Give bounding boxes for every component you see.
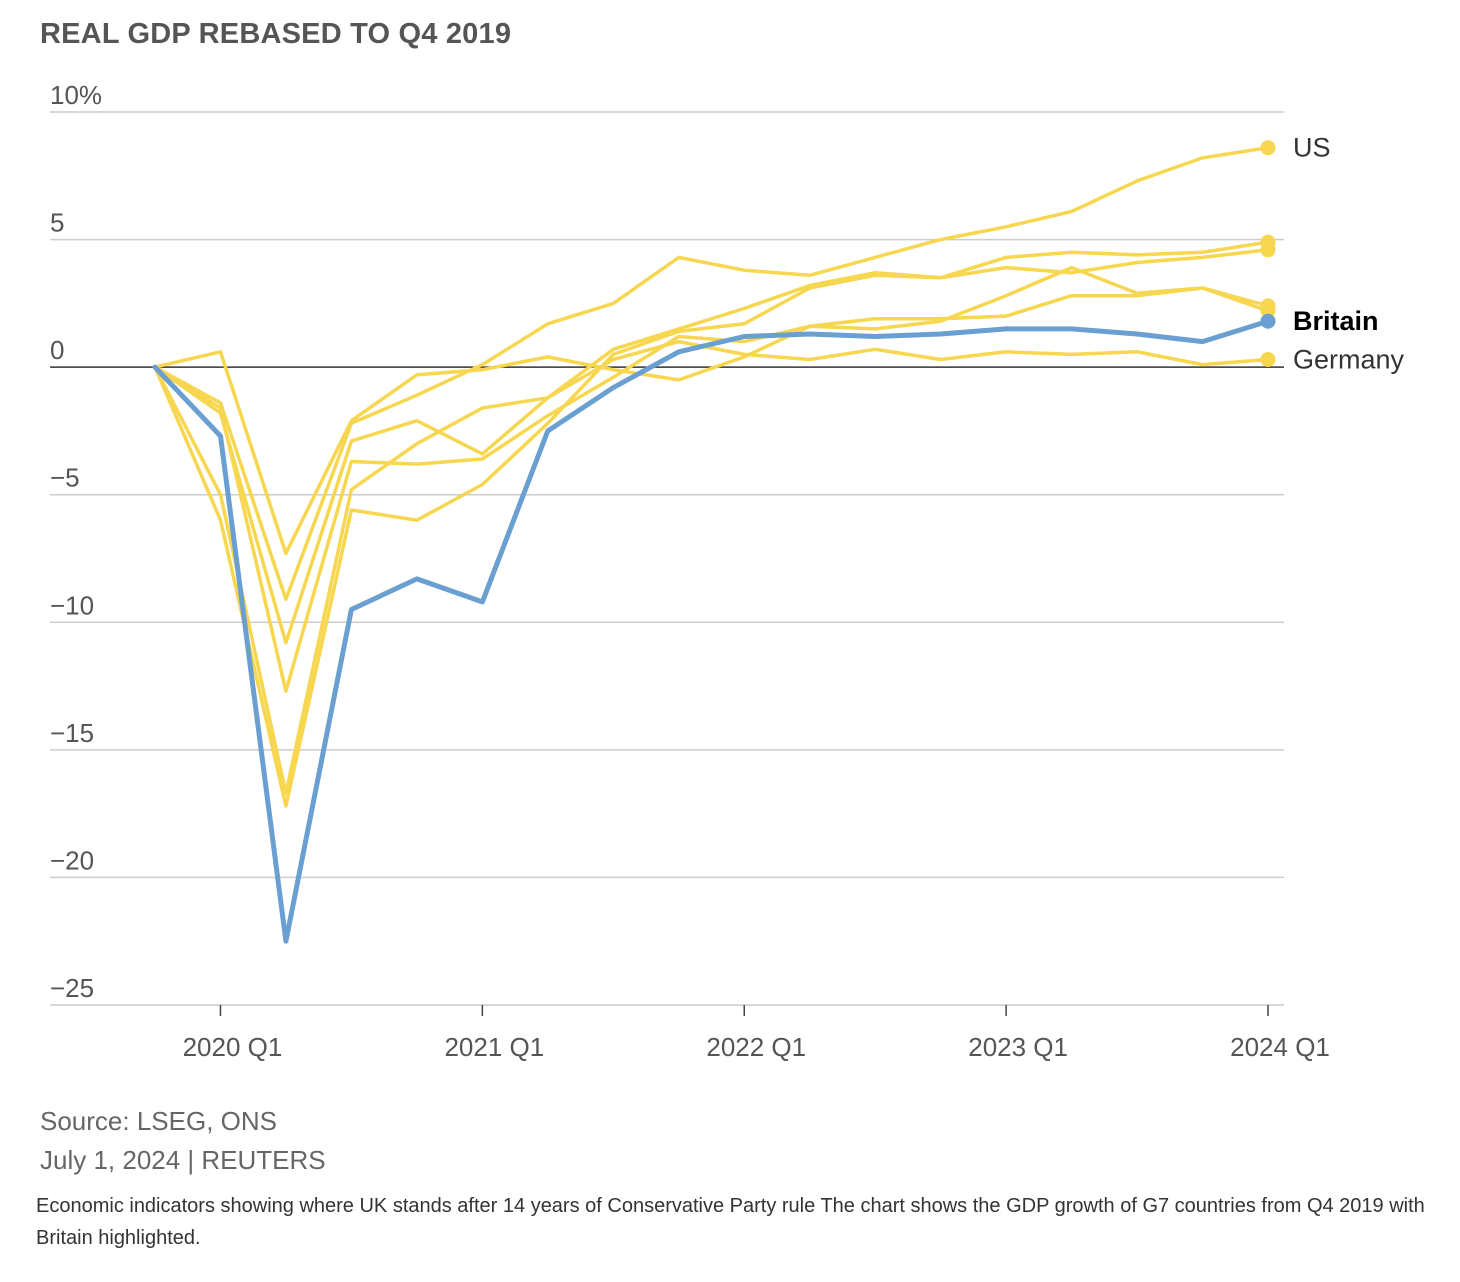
series-line-britain bbox=[152, 318, 1271, 944]
x-tick-label: 2022 Q1 bbox=[706, 1032, 806, 1062]
series-label-germany: Germany bbox=[1293, 344, 1405, 374]
y-tick-label: 10% bbox=[50, 80, 102, 110]
date-credit: July 1, 2024 | REUTERS bbox=[40, 1145, 326, 1175]
x-tick-label: 2023 Q1 bbox=[968, 1032, 1068, 1062]
y-tick-label: −10 bbox=[50, 590, 94, 620]
end-point-britain bbox=[1260, 313, 1276, 329]
source-text: Source: LSEG, ONS bbox=[40, 1106, 277, 1136]
source-block: Source: LSEG, ONS July 1, 2024 | REUTERS bbox=[40, 1102, 326, 1180]
series-line-germany bbox=[153, 339, 1270, 645]
y-tick-label: −25 bbox=[50, 973, 94, 1003]
series-label-us: US bbox=[1293, 133, 1331, 163]
x-tick-label: 2024 Q1 bbox=[1230, 1032, 1330, 1062]
y-tick-label: −5 bbox=[50, 463, 80, 493]
x-tick-label: 2021 Q1 bbox=[444, 1032, 544, 1062]
series-line-country bbox=[153, 265, 1270, 556]
end-point-us bbox=[1260, 140, 1276, 156]
series-line-us bbox=[153, 145, 1270, 602]
y-tick-label: −15 bbox=[50, 718, 94, 748]
end-point-germany bbox=[1260, 351, 1276, 367]
series-line-country bbox=[153, 248, 1270, 808]
y-tick-label: 5 bbox=[50, 208, 64, 238]
series-label-britain: Britain bbox=[1293, 306, 1379, 336]
y-tick-label: −20 bbox=[50, 845, 94, 875]
x-tick-label: 2020 Q1 bbox=[183, 1032, 283, 1062]
series-line-country bbox=[153, 286, 1270, 693]
chart-caption: Economic indicators showing where UK sta… bbox=[36, 1195, 1425, 1249]
end-point-country bbox=[1260, 242, 1276, 258]
chart-title: REAL GDP REBASED TO Q4 2019 bbox=[40, 18, 512, 50]
series-line-country bbox=[153, 240, 1270, 795]
y-tick-label: 0 bbox=[50, 335, 64, 365]
